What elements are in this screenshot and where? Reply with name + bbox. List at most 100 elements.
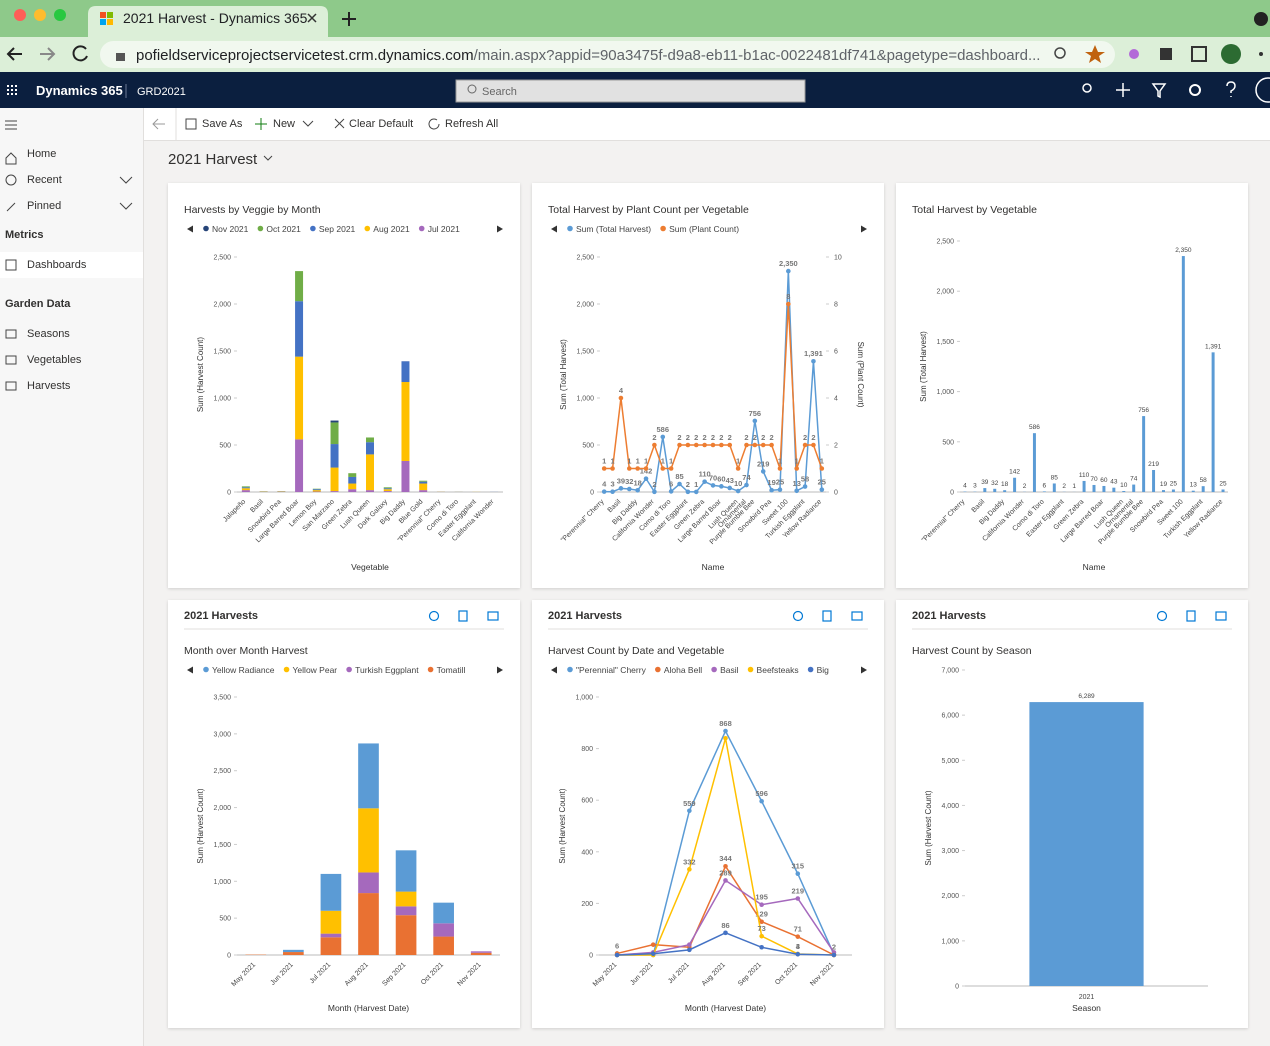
profile-icon[interactable]	[1221, 44, 1241, 64]
legend-prev[interactable]	[551, 225, 557, 233]
forward-button[interactable]	[40, 47, 56, 61]
data-point	[769, 442, 774, 448]
filter-icon[interactable]	[1151, 83, 1167, 99]
sidepanel-icon[interactable]	[1191, 46, 1207, 62]
series-line	[617, 931, 834, 956]
dashboard-title[interactable]: 2021 Harvest	[168, 151, 275, 168]
legend-prev[interactable]	[187, 666, 193, 674]
legend-label[interactable]: Tomatill	[437, 665, 466, 675]
zoom-icon[interactable]	[1054, 47, 1066, 59]
expand-chevron[interactable]	[119, 176, 133, 210]
expand-icon[interactable]	[1215, 611, 1227, 621]
add-icon[interactable]	[1116, 83, 1130, 97]
app-name[interactable]: Dynamics 365	[36, 83, 123, 98]
ideas-icon[interactable]	[1082, 83, 1092, 93]
extension-icon[interactable]	[1129, 49, 1139, 59]
command-button[interactable]: New	[273, 118, 296, 130]
bar-segment	[419, 490, 428, 492]
nav-item[interactable]: Home	[0, 141, 143, 167]
legend-prev[interactable]	[187, 225, 193, 233]
back-button[interactable]	[6, 47, 22, 61]
help-icon[interactable]	[1226, 81, 1236, 97]
user-avatar[interactable]	[1255, 77, 1270, 103]
legend-label[interactable]: Yellow Radiance	[212, 665, 275, 675]
nav-item[interactable]: Recent	[0, 167, 143, 193]
expand-icon[interactable]	[851, 611, 863, 621]
browser-menu[interactable]	[1259, 52, 1263, 56]
legend-label[interactable]: Nov 2021	[212, 224, 249, 234]
legend-next[interactable]	[861, 666, 867, 674]
data-label: 195	[755, 893, 768, 902]
legend-label[interactable]: Sep 2021	[319, 224, 356, 234]
close-window[interactable]	[14, 9, 26, 21]
legend-label[interactable]: Aloha Bell	[664, 665, 702, 675]
data-label: 6	[669, 479, 673, 488]
legend-label[interactable]: Jul 2021	[428, 224, 460, 234]
clear-icon	[334, 118, 345, 129]
bar-segment	[470, 952, 492, 955]
legend-next[interactable]	[497, 666, 503, 674]
dashboards-icon	[5, 259, 17, 271]
settings-icon[interactable]	[1189, 84, 1201, 96]
extensions-icon[interactable]	[1160, 48, 1172, 60]
new-chevron[interactable]	[302, 120, 314, 127]
legend-next[interactable]	[861, 225, 867, 233]
refresh-icon[interactable]	[1156, 610, 1168, 622]
legend-label[interactable]: Aug 2021	[373, 224, 410, 234]
new-tab[interactable]	[342, 12, 356, 26]
bar-segment	[241, 487, 250, 489]
url-bar[interactable]	[100, 41, 1115, 68]
maximize-window[interactable]	[54, 9, 66, 21]
legend-label[interactable]: Basil	[720, 665, 739, 675]
minimize-window[interactable]	[34, 9, 46, 21]
refresh-icon[interactable]	[428, 610, 440, 622]
data-point	[650, 951, 656, 957]
tab-menu[interactable]	[1254, 12, 1268, 26]
legend-label[interactable]: Yellow Pear	[293, 665, 338, 675]
legend-prev[interactable]	[551, 666, 557, 674]
legend-label[interactable]: Sum (Total Harvest)	[576, 224, 651, 234]
back-button[interactable]	[152, 118, 165, 130]
data-label: 586	[657, 425, 670, 434]
legend-label[interactable]: Big	[817, 665, 830, 675]
command-button[interactable]: Refresh All	[445, 118, 499, 130]
refresh-icon[interactable]	[792, 610, 804, 622]
legend-label[interactable]: Beefsteaks	[757, 665, 799, 675]
tab-close[interactable]	[307, 13, 317, 23]
nav-item[interactable]: Seasons	[0, 321, 143, 347]
y-tick-label: 2,000	[213, 302, 231, 309]
nav-item[interactable]: Dashboards	[0, 252, 143, 278]
data-point	[693, 489, 699, 495]
command-button[interactable]: Save As	[202, 118, 243, 130]
legend-next[interactable]	[497, 225, 503, 233]
menu-toggle[interactable]	[5, 120, 17, 130]
data-point	[811, 442, 816, 448]
nav-item[interactable]: Harvests	[0, 373, 143, 399]
environment-name[interactable]: GRD2021	[137, 86, 186, 98]
legend-label[interactable]: "Perennial" Cherry	[576, 665, 647, 675]
url-host: pofieldserviceprojectservicetest.crm.dyn…	[136, 47, 474, 64]
legend-label[interactable]: Oct 2021	[266, 224, 301, 234]
command-button[interactable]: Clear Default	[349, 118, 414, 130]
x-tick-label: 2021	[1079, 994, 1095, 1001]
legend-marker	[655, 666, 661, 673]
reload-button[interactable]	[72, 45, 88, 62]
data-point	[702, 442, 707, 448]
data-point	[759, 919, 764, 925]
nav-item[interactable]: Pinned	[0, 193, 143, 219]
export-icon[interactable]	[458, 610, 468, 622]
legend-label[interactable]: Turkish Eggplant	[355, 665, 419, 675]
legend-label[interactable]: Sum (Plant Count)	[669, 224, 739, 234]
bar-segment	[241, 490, 250, 492]
export-icon[interactable]	[1186, 610, 1196, 622]
bookmark-star[interactable]	[1085, 45, 1105, 63]
search-box[interactable]	[455, 79, 806, 103]
active-tab[interactable]	[88, 6, 328, 37]
data-point	[668, 466, 674, 471]
nav-item[interactable]: Vegetables	[0, 347, 143, 373]
expand-icon[interactable]	[487, 611, 499, 621]
data-label: 6	[615, 941, 619, 950]
export-icon[interactable]	[822, 610, 832, 622]
app-launcher[interactable]	[7, 85, 17, 95]
data-label: 2	[728, 433, 732, 442]
